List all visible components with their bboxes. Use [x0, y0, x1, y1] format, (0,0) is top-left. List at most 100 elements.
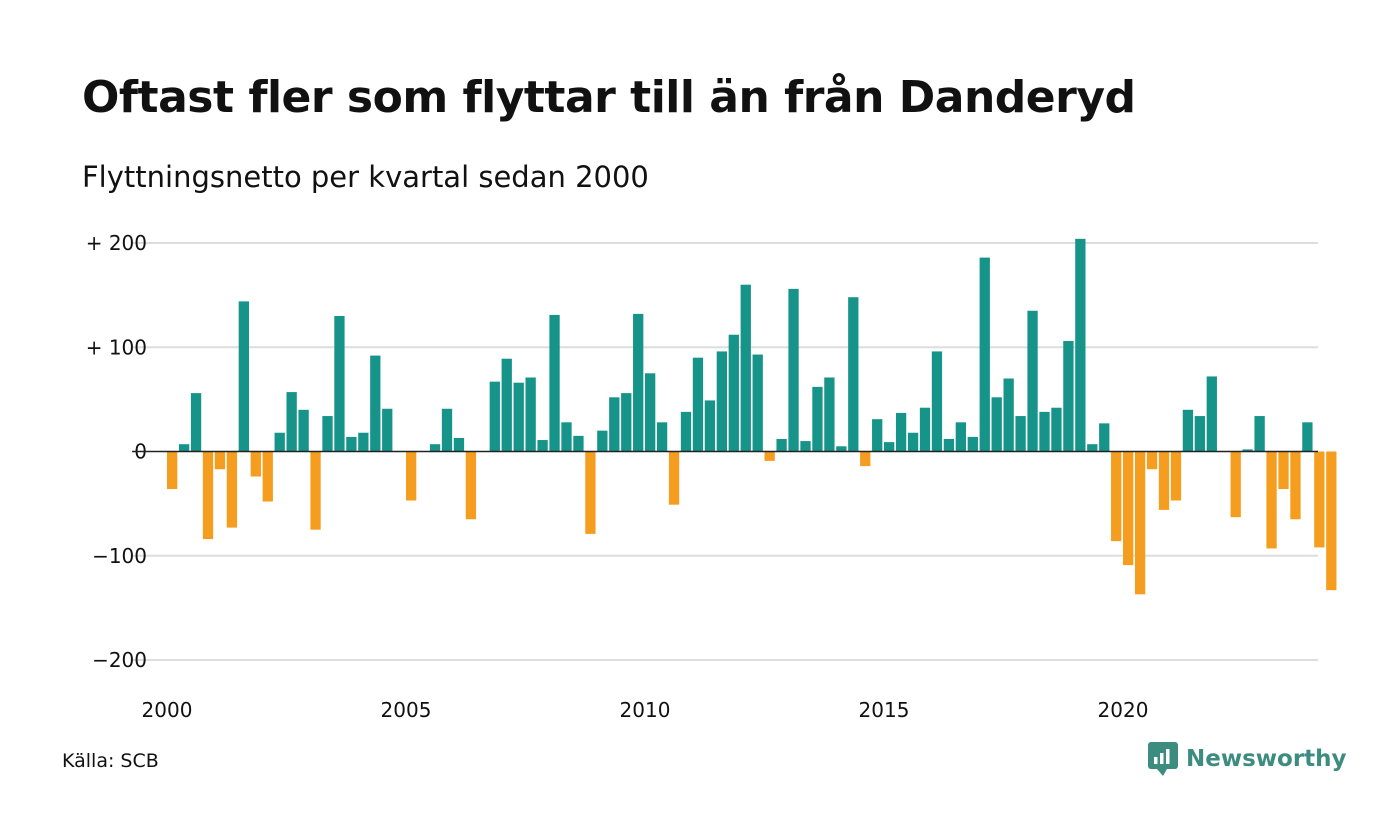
bar: [202, 451, 214, 540]
bar: [668, 451, 680, 505]
bar: [740, 284, 751, 452]
bar: [1123, 451, 1134, 566]
bar: [1194, 416, 1205, 452]
chart-title: Oftast fler som flyttar till än från Dan…: [82, 72, 1136, 123]
bar: [1230, 451, 1241, 518]
x-tick-label: 2000: [142, 698, 193, 722]
bar: [860, 451, 871, 467]
bar: [214, 451, 226, 470]
bar: [441, 408, 453, 452]
bar: [907, 432, 919, 452]
bar: [406, 451, 417, 501]
bar: [884, 442, 895, 452]
bar: [692, 357, 704, 452]
bar: [812, 386, 823, 452]
bar: [1170, 451, 1182, 501]
bar: [609, 397, 620, 452]
bar: [967, 436, 978, 452]
bar: [1134, 451, 1146, 595]
bar: [561, 422, 572, 452]
bar: [489, 381, 500, 452]
bar: [1290, 451, 1301, 520]
y-tick-label: −200: [92, 648, 147, 672]
bar: [848, 297, 859, 452]
bar: [656, 422, 668, 452]
bar: [238, 301, 249, 452]
bar: [943, 438, 955, 452]
bar: [931, 351, 943, 452]
bar: [1027, 310, 1038, 452]
bar: [250, 451, 261, 477]
bar: [680, 411, 692, 452]
bar: [1158, 451, 1170, 510]
bar: [788, 288, 799, 452]
bar: [704, 400, 716, 452]
y-tick-label: −100: [92, 544, 147, 568]
x-tick-label: 2005: [381, 698, 432, 722]
bar: [764, 451, 775, 461]
bar: [633, 313, 644, 452]
x-tick-label: 2010: [620, 698, 671, 722]
bars: [167, 238, 1337, 595]
bar: [1051, 407, 1062, 452]
bar: [1146, 451, 1158, 470]
bar: [1266, 451, 1277, 549]
bar: [334, 315, 345, 452]
bar: [513, 382, 524, 452]
bar: [872, 419, 883, 452]
bar: [358, 432, 369, 452]
chart-subtitle: Flyttningsnetto per kvartal sedan 2000: [82, 160, 649, 194]
bar: [322, 416, 333, 452]
bar: [1015, 416, 1026, 452]
bar: [716, 351, 727, 452]
bar: [1314, 451, 1325, 548]
grid-lines: [132, 242, 1318, 661]
bar: [752, 354, 763, 452]
bar: [573, 435, 584, 452]
bar: [1326, 451, 1337, 591]
bar: [226, 451, 238, 528]
bar: [895, 412, 907, 452]
bar: [1254, 416, 1265, 452]
x-tick-label: 2015: [859, 698, 910, 722]
bar: [537, 440, 548, 452]
bar: [1003, 378, 1014, 452]
bar: [370, 355, 381, 452]
bar: [429, 444, 441, 452]
y-tick-label: + 200: [86, 231, 147, 255]
y-tick-label: + 100: [86, 335, 147, 359]
bar: [919, 407, 931, 452]
bar: [1087, 444, 1098, 452]
x-tick-label: 2020: [1098, 698, 1149, 722]
brand-logo: Newsworthy: [1148, 742, 1347, 776]
bar: [955, 422, 966, 452]
bar: [836, 446, 847, 452]
bar: [453, 437, 465, 452]
bar: [824, 377, 835, 452]
bar: [991, 397, 1002, 452]
bar: [465, 451, 477, 520]
bar: [1063, 341, 1074, 452]
bar: [645, 373, 656, 452]
bar: [1278, 451, 1289, 490]
bar: [262, 451, 273, 502]
bar: [346, 436, 357, 452]
bar: [979, 257, 990, 452]
bar: [776, 438, 787, 452]
brand-name: Newsworthy: [1186, 746, 1347, 772]
bar: [1302, 422, 1313, 452]
source-note: Källa: SCB: [62, 750, 159, 772]
bar: [190, 393, 202, 452]
bar: [1182, 409, 1194, 452]
bar: [274, 432, 285, 452]
bar: [167, 451, 178, 490]
bar: [597, 430, 608, 452]
bar: [1111, 451, 1122, 542]
bar: [585, 451, 596, 534]
bar: [501, 358, 512, 452]
bar: [728, 334, 739, 452]
bar: [800, 441, 811, 452]
bar: [286, 392, 297, 452]
